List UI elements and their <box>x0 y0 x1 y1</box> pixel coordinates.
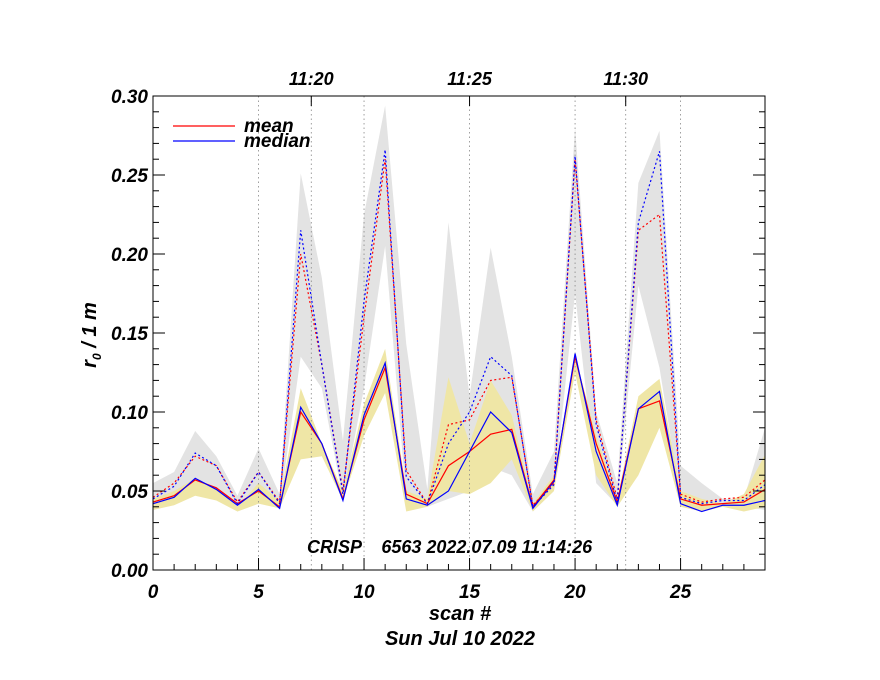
series-lines <box>152 149 766 513</box>
series-line-dotted-3 <box>152 149 766 509</box>
axes <box>152 95 766 571</box>
series-line-mean <box>152 356 766 509</box>
x-tick-label: 25 <box>669 582 692 603</box>
legend-median-label: median <box>244 131 311 152</box>
chart-annotation: CRISP 6563 2022.07.09 11:14:26 <box>307 537 593 557</box>
y-tick-label: 0.15 <box>111 324 148 345</box>
svg-text:r0 / 1 m: r0 / 1 m <box>79 302 104 368</box>
y-tick-label: 0.00 <box>111 561 148 582</box>
x-tick-label: 5 <box>253 582 264 603</box>
y-tick-label: 0.25 <box>111 166 148 187</box>
x-axis-title: scan # <box>429 603 492 625</box>
y-tick-label: 0.10 <box>111 403 148 424</box>
range-band-gray <box>153 105 765 512</box>
y-tick-label: 0.20 <box>111 245 148 266</box>
range-band-yellow <box>153 348 765 512</box>
x-tick-label: 15 <box>459 582 481 603</box>
legend-mean-label: mean <box>244 116 294 137</box>
tick-labels: 0.00 0.05 0.10 0.15 0.20 0.25 0.30 0 5 10 15 20 25 11… <box>111 69 692 603</box>
series-line-median <box>152 353 766 513</box>
percentile-bands <box>153 105 765 512</box>
x-tick-label: 0 <box>148 582 159 603</box>
x-axis-date: Sun Jul 10 2022 <box>385 628 535 650</box>
x-tick-label: 10 <box>353 582 375 603</box>
time-tick-label: 11:20 <box>289 69 334 89</box>
y-tick-label: 0.30 <box>111 87 148 108</box>
y-axis-title-subscript: 0 <box>90 353 104 360</box>
x-tick-label: 20 <box>563 582 586 603</box>
y-axis-title: r0 / 1 m <box>79 302 104 368</box>
legend: mean median <box>173 116 311 152</box>
y-tick-label: 0.05 <box>111 482 148 503</box>
series-line-dotted-2 <box>152 159 766 507</box>
time-tick-label: 11:30 <box>603 69 648 89</box>
y-axis-title-rest: / 1 m <box>79 302 101 353</box>
y-axis-title-main: r <box>79 359 101 368</box>
time-tick-label: 11:25 <box>447 69 493 89</box>
